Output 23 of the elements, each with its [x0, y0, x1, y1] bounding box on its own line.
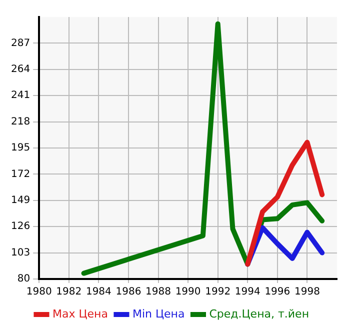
x-tick-label: 1988 — [146, 286, 171, 298]
y-tick-label: 149 — [10, 194, 30, 206]
x-tick-label: 1994 — [234, 286, 260, 298]
x-tick-label: 1982 — [56, 286, 82, 298]
x-tick-label: 1984 — [86, 286, 112, 298]
x-tick-label: 1998 — [294, 286, 320, 298]
y-tick-label: 103 — [10, 247, 30, 258]
y-tick-label: 218 — [10, 116, 30, 128]
x-tick-label: 1990 — [175, 286, 201, 298]
x-tick-label: 1986 — [116, 286, 142, 298]
y-tick-label: 195 — [10, 142, 30, 154]
y-tick-label: 126 — [10, 221, 30, 232]
y-tick-label: 287 — [10, 38, 30, 49]
y-tick-label: 264 — [10, 64, 30, 75]
y-tick-label: 241 — [10, 90, 30, 102]
y-tick-label: 172 — [10, 168, 30, 180]
x-tick-label: 1980 — [26, 286, 52, 298]
legend-label: Max Цена — [52, 307, 108, 320]
x-tick-label: 1992 — [205, 286, 231, 298]
legend-label: Min Цена — [132, 307, 185, 320]
legend-label: Сред.Цена, т.йен — [209, 307, 310, 320]
y-tick-label: 80 — [17, 274, 30, 285]
x-tick-label: 1996 — [264, 286, 290, 298]
